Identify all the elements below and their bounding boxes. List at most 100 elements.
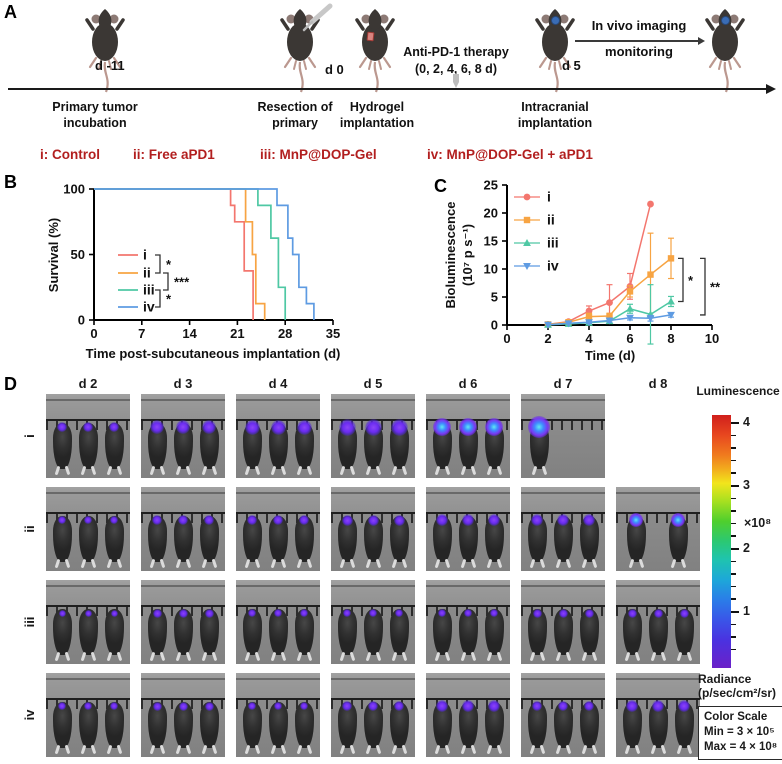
luminescence-spot [150, 420, 164, 434]
mouse-silhouette [337, 702, 357, 748]
cage-rack [141, 698, 225, 700]
marker-triangle-down [667, 311, 675, 319]
marker-triangle-down [585, 319, 593, 327]
sig-label: * [166, 257, 172, 272]
cage-rack [141, 605, 225, 607]
mouse-silhouette [674, 702, 694, 748]
ivis-image-cell [141, 487, 225, 571]
cage-rack [331, 698, 415, 700]
y-tick-label: 5 [491, 290, 498, 305]
ivis-image-cell [521, 394, 605, 478]
stage-hydrogel: Hydrogel implantation [339, 100, 415, 130]
y-axis-title: Bioluminescence [443, 202, 458, 309]
mouse-silhouette [579, 609, 599, 655]
cage-wall-line [331, 492, 415, 494]
luminescence-spot [438, 609, 446, 617]
mouse-silhouette [337, 609, 357, 655]
cage-rack [46, 419, 130, 421]
tumor-spot-icon [551, 16, 560, 25]
cage-rack [616, 605, 700, 607]
ivis-image-cell [331, 487, 415, 571]
mouse-silhouette [363, 516, 383, 562]
y-axis-title: Survival (%) [46, 218, 61, 292]
cage-wall-line [141, 585, 225, 587]
series-line-i [547, 203, 652, 326]
mouse-silhouette [147, 423, 167, 469]
legend-label-iv: iv [143, 299, 155, 315]
colorbar-minor-tick [731, 636, 736, 638]
legend-label-iii: iii [143, 282, 155, 298]
imaging-label-line1: In vivo imaging [591, 18, 687, 33]
mouse-silhouette [579, 516, 599, 562]
column-header-d5: d 5 [363, 376, 383, 391]
luminescence-spot [653, 608, 663, 618]
mouse-silhouette [432, 516, 452, 562]
colorbar-major-tick [731, 485, 739, 487]
luminescence-spot [436, 700, 448, 712]
ivis-image-cell [236, 580, 320, 664]
marker-square [606, 312, 613, 320]
luminescence-spot [270, 419, 286, 435]
luminescence-spot [152, 608, 162, 618]
x-tick-label: 14 [182, 326, 197, 341]
luminescence-spot [204, 701, 214, 711]
group-i-label: i: Control [40, 147, 100, 162]
marker-square [523, 216, 531, 224]
x-tick-label: 28 [278, 326, 292, 341]
group-iii-label: iii: MnP@DOP-Gel [260, 147, 377, 162]
marker-triangle-down [605, 317, 614, 325]
luminescence-spot [394, 701, 404, 711]
marker-square [647, 271, 654, 278]
luminescence-spot [584, 701, 594, 711]
luminescence-spot [671, 513, 685, 527]
luminescence-spot [652, 700, 664, 712]
legend-label-ii: ii [143, 265, 151, 281]
mouse-silhouette [553, 609, 573, 655]
luminescence-spot [248, 702, 256, 710]
mouse-silhouette [268, 609, 288, 655]
mouse-silhouette [268, 423, 288, 469]
panel-b-label: B [4, 172, 17, 192]
mouse-silhouette [648, 609, 668, 655]
x-tick-label: 0 [90, 326, 97, 341]
marker-circle [647, 200, 654, 208]
group-ii-label: ii: Free aPD1 [133, 147, 215, 162]
color-scale-max: Max = 4 × 10⁸ [704, 741, 778, 754]
bioluminescence-chart: 0 2 4 6 8 10 0 5 10 15 20 25 Time (d) Bioluminescence… [443, 178, 721, 364]
mouse-silhouette [294, 702, 314, 748]
ivis-image-cell [236, 487, 320, 571]
cage-wall-line [616, 585, 700, 587]
luminescence-spot [462, 514, 474, 526]
syringe-icon [453, 74, 459, 88]
row-label-iv: iv [22, 709, 37, 721]
ivis-image-cell [331, 673, 415, 757]
colorbar-minor-tick [731, 497, 736, 500]
sig-bracket [163, 272, 169, 291]
cage-wall-line [236, 585, 320, 587]
mouse-silhouette [458, 516, 478, 562]
luminescence-spot [152, 701, 162, 711]
mouse-silhouette [268, 516, 288, 562]
ivis-image-cell [331, 394, 415, 478]
luminescence-spot [364, 418, 382, 436]
ivis-image-cell [616, 580, 700, 664]
colorbar-minor-tick [731, 522, 736, 525]
mouse-silhouette [527, 516, 547, 562]
luminescence-spot [369, 609, 377, 617]
cage-rack [426, 698, 510, 700]
colorbar-tick-label: 3 [743, 478, 750, 492]
mouse-silhouette [199, 609, 219, 655]
ivis-image-cell [141, 580, 225, 664]
mouse-silhouette [484, 609, 504, 655]
luminescence-spot [202, 420, 216, 434]
marker-triangle-up [667, 297, 675, 305]
mouse-silhouette [173, 702, 193, 748]
cage-rack [521, 512, 605, 514]
column-header-d7: d 7 [553, 376, 573, 391]
luminescence-spot [532, 701, 542, 711]
mouse-silhouette [242, 702, 262, 748]
marker-triangle-up [626, 304, 634, 312]
mouse-silhouette [579, 702, 599, 748]
luminescence-spot [557, 514, 569, 526]
cage-wall-line [521, 678, 605, 680]
